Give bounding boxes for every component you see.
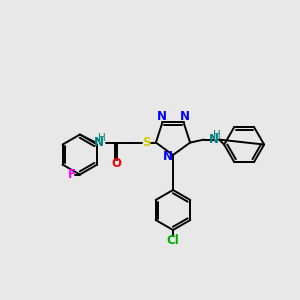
Text: N: N: [94, 136, 104, 149]
Text: H: H: [213, 130, 221, 140]
Text: N: N: [156, 110, 167, 123]
Text: N: N: [163, 151, 173, 164]
Text: Cl: Cl: [167, 233, 179, 247]
Text: F: F: [68, 168, 76, 181]
Text: N: N: [180, 110, 190, 123]
Text: N: N: [209, 133, 219, 146]
Text: S: S: [142, 136, 150, 149]
Text: H: H: [98, 133, 106, 142]
Text: O: O: [111, 157, 121, 170]
